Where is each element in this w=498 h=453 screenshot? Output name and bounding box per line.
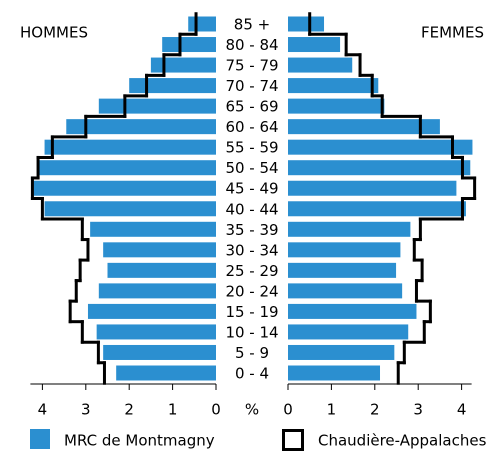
bar	[98, 98, 216, 114]
category-label: 45 - 49	[225, 180, 278, 198]
bar	[288, 324, 409, 340]
bar	[103, 344, 216, 360]
x-tick-label: 2	[124, 401, 134, 419]
bar	[38, 160, 217, 176]
category-label: 35 - 39	[225, 221, 278, 239]
bar	[288, 98, 385, 114]
x-tick-label: 4	[457, 401, 467, 419]
category-label: 55 - 59	[225, 139, 278, 157]
bar	[150, 57, 216, 73]
right-label: FEMMES	[421, 24, 484, 42]
bar	[288, 303, 417, 319]
bar	[66, 119, 217, 135]
category-label: 15 - 19	[225, 303, 278, 321]
category-label: 20 - 24	[225, 282, 278, 300]
bar	[87, 303, 216, 319]
bar	[288, 283, 403, 299]
bar	[103, 242, 216, 258]
bar	[44, 139, 216, 155]
x-tick-label: 3	[413, 401, 423, 419]
category-label: 80 - 84	[225, 36, 278, 54]
bar	[162, 37, 216, 53]
bar	[288, 180, 457, 196]
bar	[288, 57, 353, 73]
bar	[288, 365, 381, 381]
bar	[288, 262, 397, 278]
bar	[44, 201, 216, 217]
category-label: 40 - 44	[225, 200, 278, 218]
category-label: 65 - 69	[225, 98, 278, 116]
bar	[288, 37, 341, 53]
legend-label: MRC de Montmagny	[64, 432, 215, 450]
legend-swatch	[282, 429, 304, 451]
bar	[90, 221, 216, 237]
bar	[129, 78, 216, 94]
bar	[288, 78, 379, 94]
category-label: 0 - 4	[235, 365, 269, 383]
category-label: 75 - 79	[225, 57, 278, 75]
bar	[33, 180, 216, 196]
bar	[107, 262, 216, 278]
bar	[116, 365, 216, 381]
category-label: 10 - 14	[225, 323, 278, 341]
x-tick-label: 0	[211, 401, 221, 419]
bar	[288, 242, 401, 258]
bar	[288, 119, 440, 135]
category-label: 25 - 29	[225, 262, 278, 280]
x-tick-label: 4	[38, 401, 48, 419]
legend-swatch	[30, 429, 50, 449]
category-label: 5 - 9	[235, 344, 269, 362]
bar	[188, 16, 216, 32]
category-label: 50 - 54	[225, 159, 278, 177]
category-label: 60 - 64	[225, 118, 278, 136]
x-axis-label: %	[245, 401, 259, 419]
x-tick-label: 1	[168, 401, 178, 419]
legend-label: Chaudière-Appalaches	[318, 432, 487, 450]
bar	[288, 16, 325, 32]
category-label: 85 +	[234, 16, 270, 34]
category-label: 30 - 34	[225, 241, 278, 259]
bar	[96, 324, 216, 340]
bar	[98, 283, 216, 299]
bar	[288, 201, 466, 217]
bar	[288, 160, 471, 176]
x-tick-label: 2	[370, 401, 380, 419]
bar	[288, 139, 473, 155]
x-tick-label: 3	[81, 401, 91, 419]
left-label: HOMMES	[20, 24, 88, 42]
x-tick-label: 1	[327, 401, 337, 419]
x-tick-label: 0	[283, 401, 293, 419]
category-label: 70 - 74	[225, 77, 278, 95]
bar	[288, 221, 411, 237]
bar	[288, 344, 395, 360]
